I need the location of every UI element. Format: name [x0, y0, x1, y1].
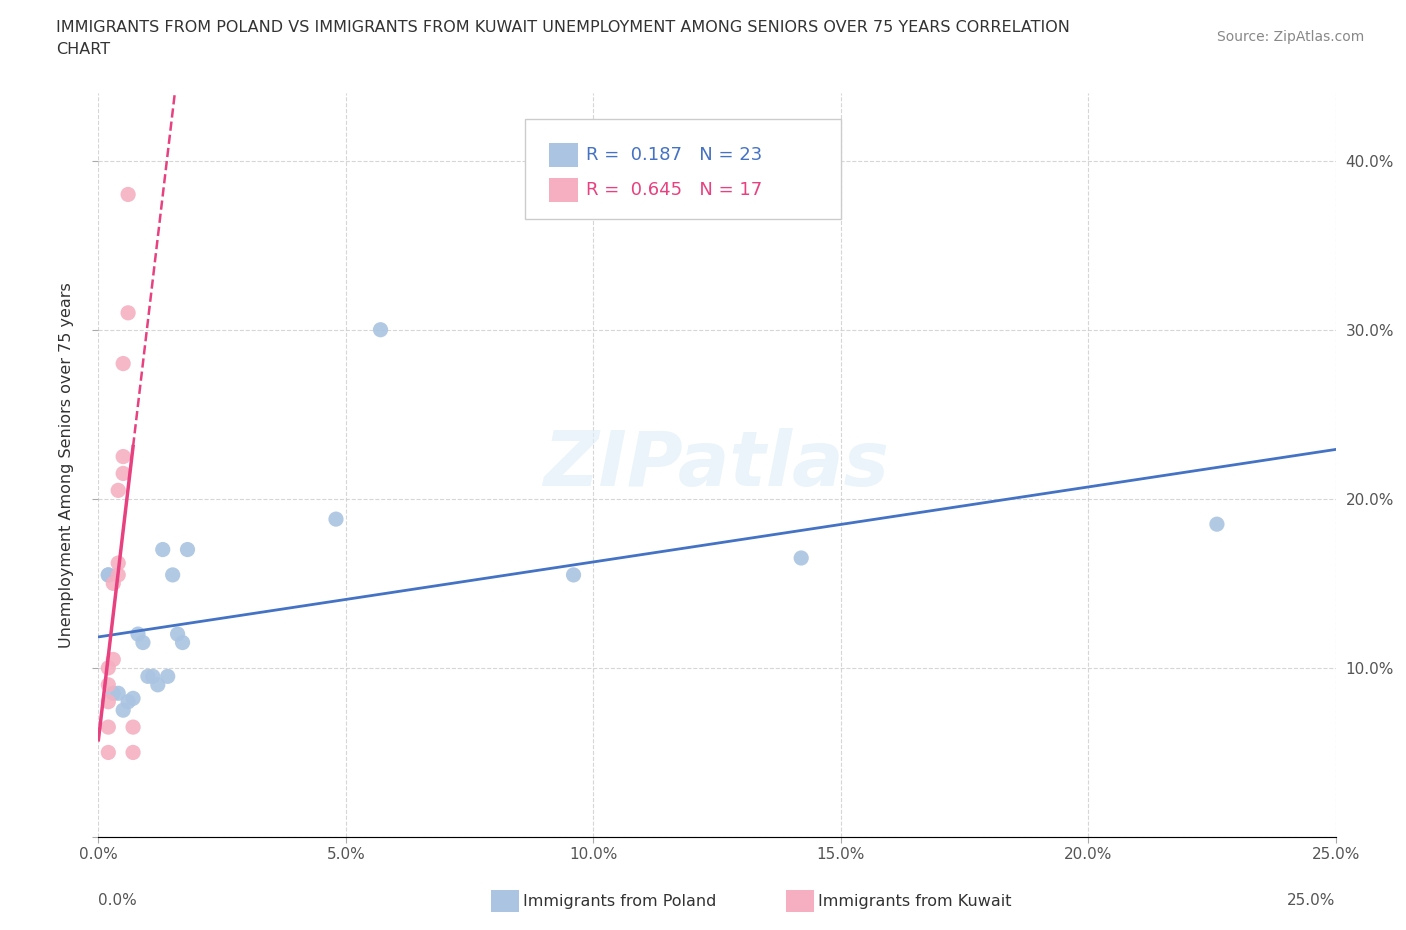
Point: [112, 449, 135, 464]
Point: [156, 669, 179, 684]
Point: [117, 187, 139, 202]
Point: [97, 695, 120, 710]
Point: [122, 745, 145, 760]
Text: R =  0.645   N = 17: R = 0.645 N = 17: [586, 180, 762, 199]
Point: [562, 567, 585, 582]
Point: [107, 483, 129, 498]
Point: [166, 627, 188, 642]
Point: [97, 660, 120, 675]
Point: [107, 685, 129, 700]
Text: Immigrants from Poland: Immigrants from Poland: [523, 894, 717, 909]
Point: [370, 323, 392, 338]
Point: [152, 542, 174, 557]
Point: [176, 542, 198, 557]
Point: [790, 551, 813, 565]
Text: R =  0.187   N = 23: R = 0.187 N = 23: [586, 146, 762, 164]
Point: [97, 720, 120, 735]
Y-axis label: Unemployment Among Seniors over 75 years: Unemployment Among Seniors over 75 years: [59, 282, 75, 648]
Point: [142, 669, 165, 684]
Point: [103, 685, 125, 700]
Text: IMMIGRANTS FROM POLAND VS IMMIGRANTS FROM KUWAIT UNEMPLOYMENT AMONG SENIORS OVER: IMMIGRANTS FROM POLAND VS IMMIGRANTS FRO…: [56, 20, 1070, 35]
Point: [97, 677, 120, 692]
Point: [97, 567, 120, 582]
Point: [127, 627, 149, 642]
Point: [122, 720, 145, 735]
Point: [132, 635, 155, 650]
Point: [107, 555, 129, 570]
Point: [117, 305, 139, 320]
FancyBboxPatch shape: [526, 119, 841, 219]
Text: Immigrants from Kuwait: Immigrants from Kuwait: [818, 894, 1012, 909]
Point: [117, 695, 139, 710]
FancyBboxPatch shape: [548, 143, 578, 166]
Point: [103, 576, 125, 591]
Point: [97, 745, 120, 760]
Point: [136, 669, 159, 684]
Point: [146, 677, 169, 692]
Point: [112, 466, 135, 481]
Text: 25.0%: 25.0%: [1288, 893, 1336, 908]
Point: [172, 635, 194, 650]
Point: [112, 356, 135, 371]
Point: [122, 691, 145, 706]
Point: [1206, 517, 1229, 532]
FancyBboxPatch shape: [548, 178, 578, 202]
Point: [103, 652, 125, 667]
Point: [112, 703, 135, 718]
Text: Source: ZipAtlas.com: Source: ZipAtlas.com: [1216, 30, 1364, 44]
Point: [162, 567, 184, 582]
Point: [325, 512, 347, 526]
Text: CHART: CHART: [56, 42, 110, 57]
Point: [97, 567, 120, 582]
Text: ZIPatlas: ZIPatlas: [544, 428, 890, 502]
Text: 0.0%: 0.0%: [98, 893, 138, 908]
Point: [107, 567, 129, 582]
